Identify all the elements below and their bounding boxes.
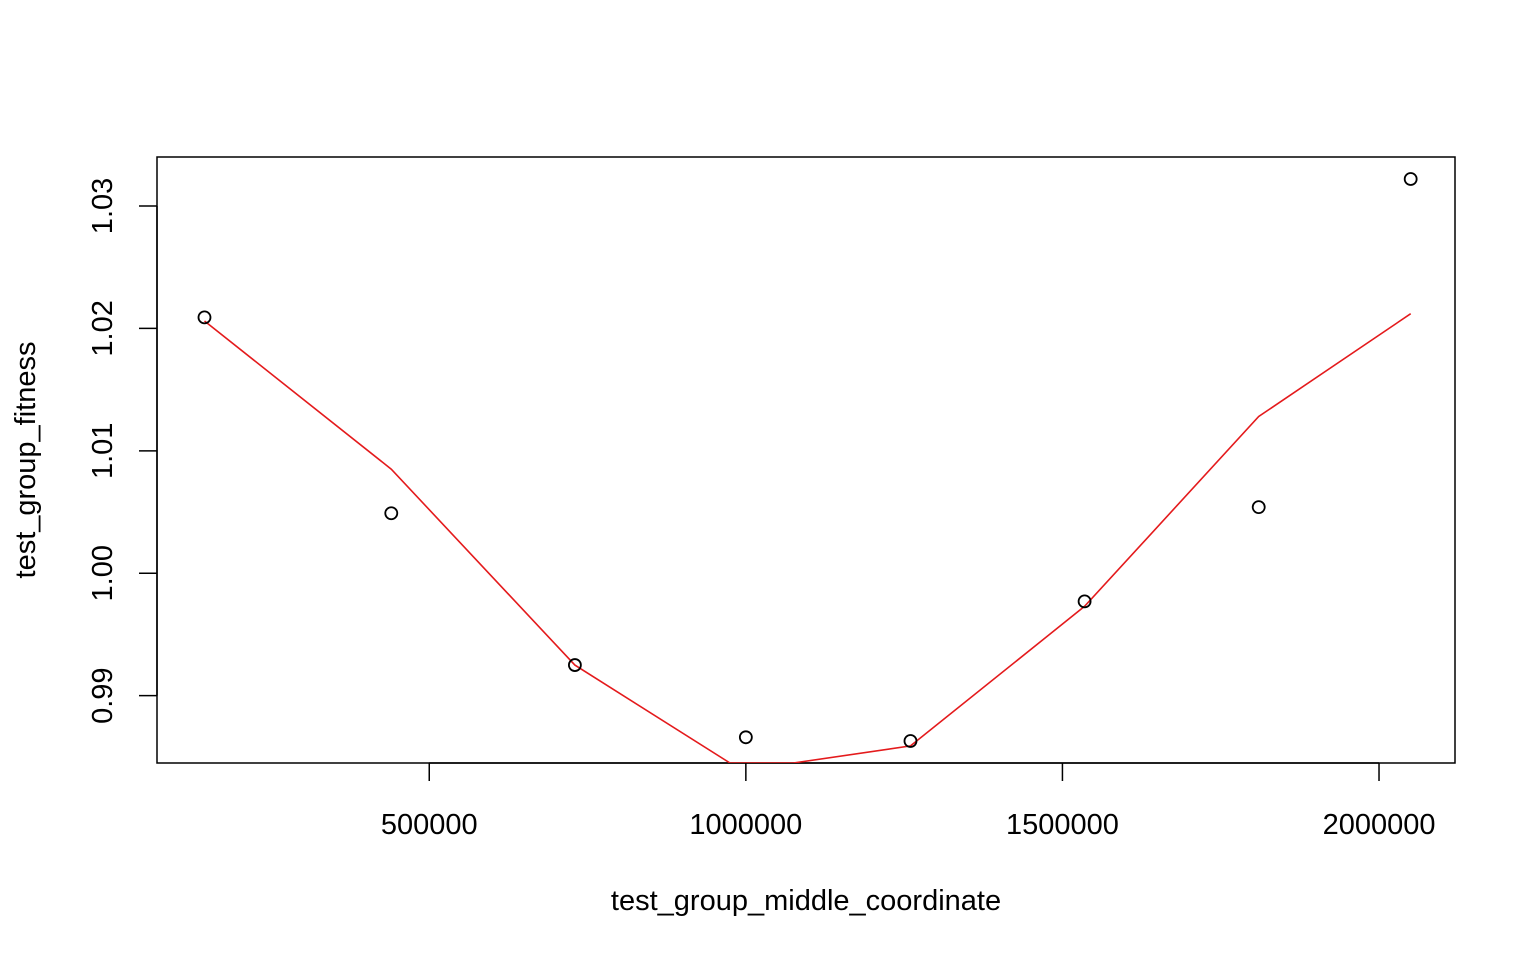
x-axis: 500000 1000000 1500000 2000000 — [381, 762, 1436, 841]
data-point — [903, 734, 918, 748]
data-point — [197, 310, 212, 325]
data-point — [1077, 594, 1092, 609]
x-axis-title: test_group_middle_coordinate — [611, 885, 1001, 917]
y-axis: 0.99 1.00 1.01 1.02 1.03 — [87, 178, 158, 724]
x-tick-label: 500000 — [381, 809, 478, 841]
y-tick-label: 1.03 — [87, 178, 119, 234]
y-tick-label: 1.00 — [87, 545, 119, 601]
x-tick-label: 1500000 — [1006, 809, 1119, 841]
series-layer — [204, 313, 1412, 763]
data-point — [1251, 500, 1266, 515]
y-tick-label: 1.01 — [87, 423, 119, 479]
smoothed-line — [204, 313, 1412, 763]
data-point — [1403, 172, 1418, 186]
data-point — [384, 506, 399, 521]
y-tick-label: 1.02 — [87, 300, 119, 356]
data-point — [738, 730, 753, 745]
x-tick-label: 1000000 — [689, 809, 802, 841]
data-point — [567, 658, 582, 672]
points-layer — [197, 172, 1418, 748]
y-tick-label: 0.99 — [87, 667, 119, 723]
plot-frame — [156, 156, 1456, 764]
x-tick-label: 2000000 — [1323, 809, 1436, 841]
y-axis-title: test_group_fitness — [10, 342, 42, 579]
